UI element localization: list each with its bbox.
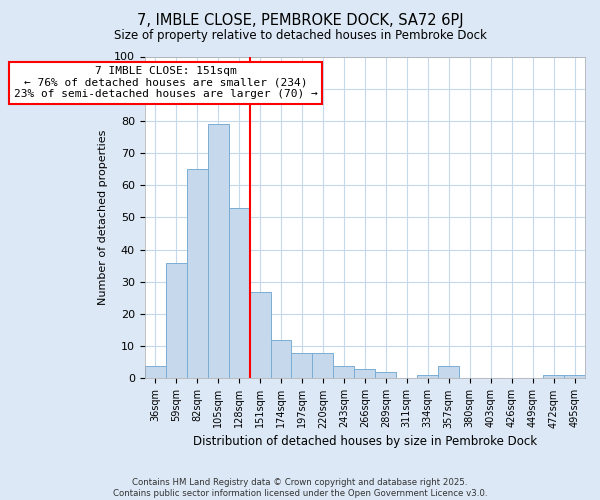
Bar: [313, 352, 334, 378]
Bar: [376, 372, 397, 378]
Text: 7, IMBLE CLOSE, PEMBROKE DOCK, SA72 6PJ: 7, IMBLE CLOSE, PEMBROKE DOCK, SA72 6PJ: [137, 12, 463, 28]
Bar: [229, 208, 250, 378]
Bar: [438, 366, 459, 378]
Bar: [334, 366, 355, 378]
X-axis label: Distribution of detached houses by size in Pembroke Dock: Distribution of detached houses by size …: [193, 434, 537, 448]
Y-axis label: Number of detached properties: Number of detached properties: [98, 130, 109, 305]
Bar: [187, 169, 208, 378]
Bar: [417, 375, 438, 378]
Bar: [292, 352, 313, 378]
Bar: [145, 366, 166, 378]
Bar: [271, 340, 292, 378]
Bar: [166, 262, 187, 378]
Bar: [355, 369, 376, 378]
Bar: [564, 375, 585, 378]
Bar: [250, 292, 271, 378]
Bar: [543, 375, 564, 378]
Text: Size of property relative to detached houses in Pembroke Dock: Size of property relative to detached ho…: [113, 29, 487, 42]
Bar: [208, 124, 229, 378]
Text: 7 IMBLE CLOSE: 151sqm
← 76% of detached houses are smaller (234)
23% of semi-det: 7 IMBLE CLOSE: 151sqm ← 76% of detached …: [14, 66, 317, 100]
Text: Contains HM Land Registry data © Crown copyright and database right 2025.
Contai: Contains HM Land Registry data © Crown c…: [113, 478, 487, 498]
